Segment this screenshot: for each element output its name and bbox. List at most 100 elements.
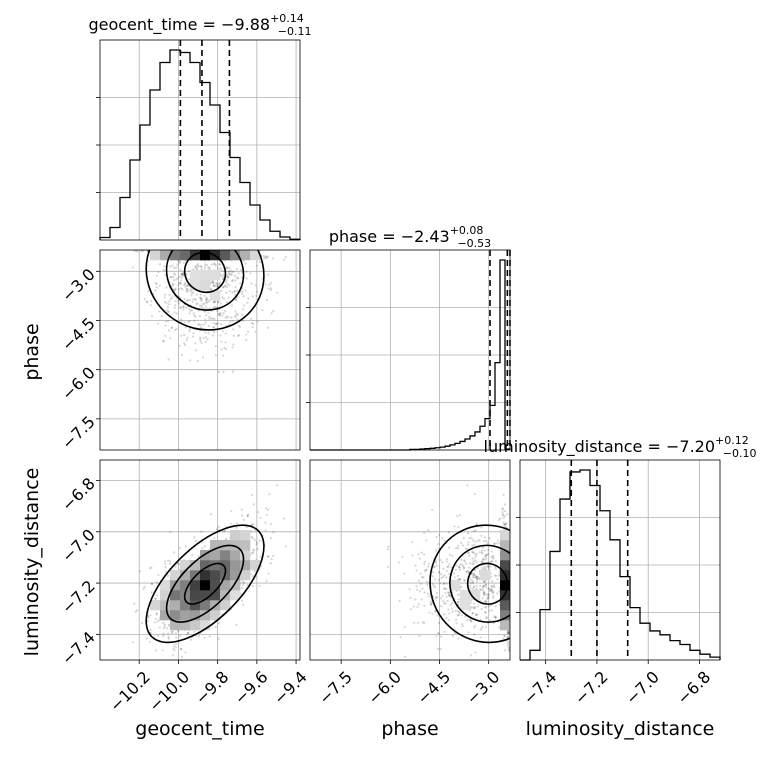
scatter-point: [150, 591, 153, 594]
density-bin: [240, 540, 251, 551]
panel-geocent_time-vs-phase: [99, 249, 301, 451]
scatter-point: [494, 616, 497, 619]
scatter-point: [475, 552, 478, 555]
scatter-point: [196, 264, 199, 267]
scatter-point: [425, 568, 428, 571]
scatter-point: [256, 320, 259, 323]
scatter-point: [166, 574, 170, 577]
scatter-point: [236, 276, 239, 280]
scatter-point: [193, 319, 196, 322]
scatter-point: [188, 299, 191, 302]
density-bin: [190, 610, 201, 621]
scatter-point: [134, 250, 137, 253]
density-bin: [240, 530, 251, 541]
scatter-point: [485, 557, 488, 560]
scatter-point: [423, 560, 426, 563]
scatter-point: [436, 631, 440, 634]
scatter-point: [467, 566, 471, 569]
scatter-point: [452, 572, 456, 575]
scatter-point: [474, 651, 477, 654]
scatter-point: [214, 322, 218, 326]
scatter-point: [442, 582, 446, 585]
scatter-point: [427, 529, 430, 532]
scatter-point: [451, 602, 454, 605]
density-bin: [220, 560, 231, 571]
scatter-point: [481, 597, 484, 600]
scatter-point: [255, 294, 258, 297]
scatter-point: [212, 284, 215, 287]
xtick-label: −7.0: [622, 667, 663, 708]
density-bin: [170, 590, 181, 601]
scatter-point: [467, 631, 470, 634]
density-bin: [500, 600, 510, 611]
scatter-point: [163, 265, 166, 268]
scatter-point: [234, 310, 237, 313]
scatter-point: [445, 595, 448, 598]
scatter-point: [179, 306, 182, 309]
scatter-point: [471, 572, 474, 575]
scatter-point: [483, 611, 487, 614]
scatter-point: [221, 314, 224, 317]
scatter-point: [171, 282, 174, 285]
scatter-point: [469, 654, 473, 657]
scatter-point: [225, 266, 228, 269]
scatter-point: [240, 514, 244, 517]
scatter-point: [403, 625, 406, 629]
scatter-point: [246, 584, 249, 587]
scatter-point: [193, 314, 196, 317]
scatter-point: [435, 592, 438, 595]
scatter-point: [224, 347, 228, 351]
contour-line: [183, 251, 227, 294]
density-bin: [190, 570, 201, 581]
density-bin: [180, 600, 191, 611]
scatter-point: [205, 297, 209, 300]
scatter-point: [230, 273, 233, 276]
scatter-point: [216, 322, 220, 325]
scatter-point: [190, 309, 194, 312]
scatter-point: [241, 308, 245, 311]
scatter-point: [409, 608, 413, 611]
scatter-point: [479, 636, 482, 639]
scatter-point: [476, 577, 480, 580]
scatter-point: [471, 612, 474, 615]
scatter-point: [242, 583, 245, 586]
scatter-point: [158, 284, 161, 287]
scatter-point: [461, 563, 464, 566]
scatter-point: [136, 609, 139, 612]
scatter-point: [155, 594, 159, 597]
scatter-point: [443, 602, 446, 605]
scatter-point: [467, 551, 470, 554]
scatter-point: [192, 312, 195, 315]
scatter-point: [236, 289, 239, 292]
scatter-point: [506, 640, 509, 643]
scatter-point: [215, 528, 219, 531]
scatter-point: [183, 333, 186, 336]
scatter-point: [265, 513, 269, 517]
scatter-point: [458, 513, 462, 517]
scatter-point: [265, 256, 268, 259]
scatter-point: [416, 605, 419, 609]
scatter-point: [480, 526, 483, 529]
scatter-point: [163, 625, 166, 628]
scatter-point: [231, 279, 234, 283]
scatter-point: [205, 296, 208, 299]
scatter-point: [448, 546, 451, 549]
scatter-point: [472, 574, 476, 577]
scatter-point: [469, 618, 473, 621]
scatter-point: [222, 275, 225, 278]
scatter-point: [171, 264, 174, 267]
density-bin: [220, 580, 231, 591]
scatter-point: [185, 288, 189, 291]
scatter-point: [403, 655, 407, 658]
scatter-point: [493, 574, 496, 577]
density-bin: [150, 600, 161, 611]
scatter-point: [223, 285, 226, 288]
scatter-point: [472, 551, 476, 554]
scatter-point: [424, 568, 427, 571]
scatter-point: [222, 370, 225, 374]
scatter-point: [181, 288, 184, 291]
scatter-point: [234, 298, 238, 301]
scatter-point: [216, 301, 220, 304]
scatter-point: [485, 540, 488, 543]
scatter-point: [201, 356, 205, 359]
